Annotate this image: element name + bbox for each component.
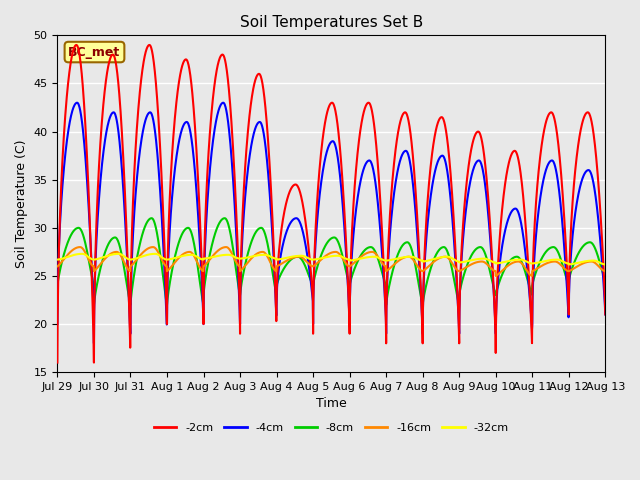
-32cm [156,252,163,258]
-8cm [394,251,402,257]
-16cm [204,260,211,265]
Line: -32cm: -32cm [58,254,605,264]
-2cm [578,123,586,129]
-8cm [602,278,609,284]
-8cm [54,283,61,288]
-32cm [602,262,609,267]
-4cm [602,312,609,317]
Text: BC_met: BC_met [68,46,120,59]
-32cm [494,260,502,266]
-32cm [204,255,211,261]
-8cm [90,302,98,308]
-16cm [495,271,502,277]
-16cm [602,268,609,274]
-16cm [578,261,586,267]
-2cm [394,131,402,137]
-2cm [337,155,344,160]
-32cm [79,251,86,257]
-4cm [337,182,345,188]
-4cm [74,100,81,106]
-4cm [204,200,211,206]
-8cm [156,247,163,253]
X-axis label: Time: Time [316,397,347,410]
-8cm [204,266,211,272]
-2cm [54,360,61,365]
-8cm [495,282,502,288]
-16cm [156,252,163,258]
-4cm [495,275,502,280]
-16cm [76,244,84,250]
-32cm [54,257,61,263]
-8cm [337,247,345,253]
Legend: -2cm, -4cm, -8cm, -16cm, -32cm: -2cm, -4cm, -8cm, -16cm, -32cm [150,418,513,437]
-32cm [337,253,344,259]
-2cm [204,176,211,182]
-4cm [90,340,98,346]
-4cm [54,321,61,327]
-2cm [494,263,502,268]
-8cm [221,216,228,221]
-32cm [565,262,573,267]
-2cm [156,136,163,142]
Y-axis label: Soil Temperature (C): Soil Temperature (C) [15,140,28,268]
-2cm [602,312,609,317]
Line: -16cm: -16cm [58,247,605,276]
-4cm [578,178,586,184]
-32cm [394,255,402,261]
-16cm [492,273,500,279]
-16cm [54,264,61,269]
Line: -8cm: -8cm [58,218,605,305]
Title: Soil Temperatures Set B: Soil Temperatures Set B [240,15,423,30]
-16cm [337,253,344,259]
-8cm [578,245,586,251]
-32cm [578,259,586,265]
-4cm [394,166,402,172]
-2cm [146,42,154,48]
Line: -2cm: -2cm [58,45,605,362]
-16cm [394,258,402,264]
-4cm [156,184,164,190]
Line: -4cm: -4cm [58,103,605,343]
